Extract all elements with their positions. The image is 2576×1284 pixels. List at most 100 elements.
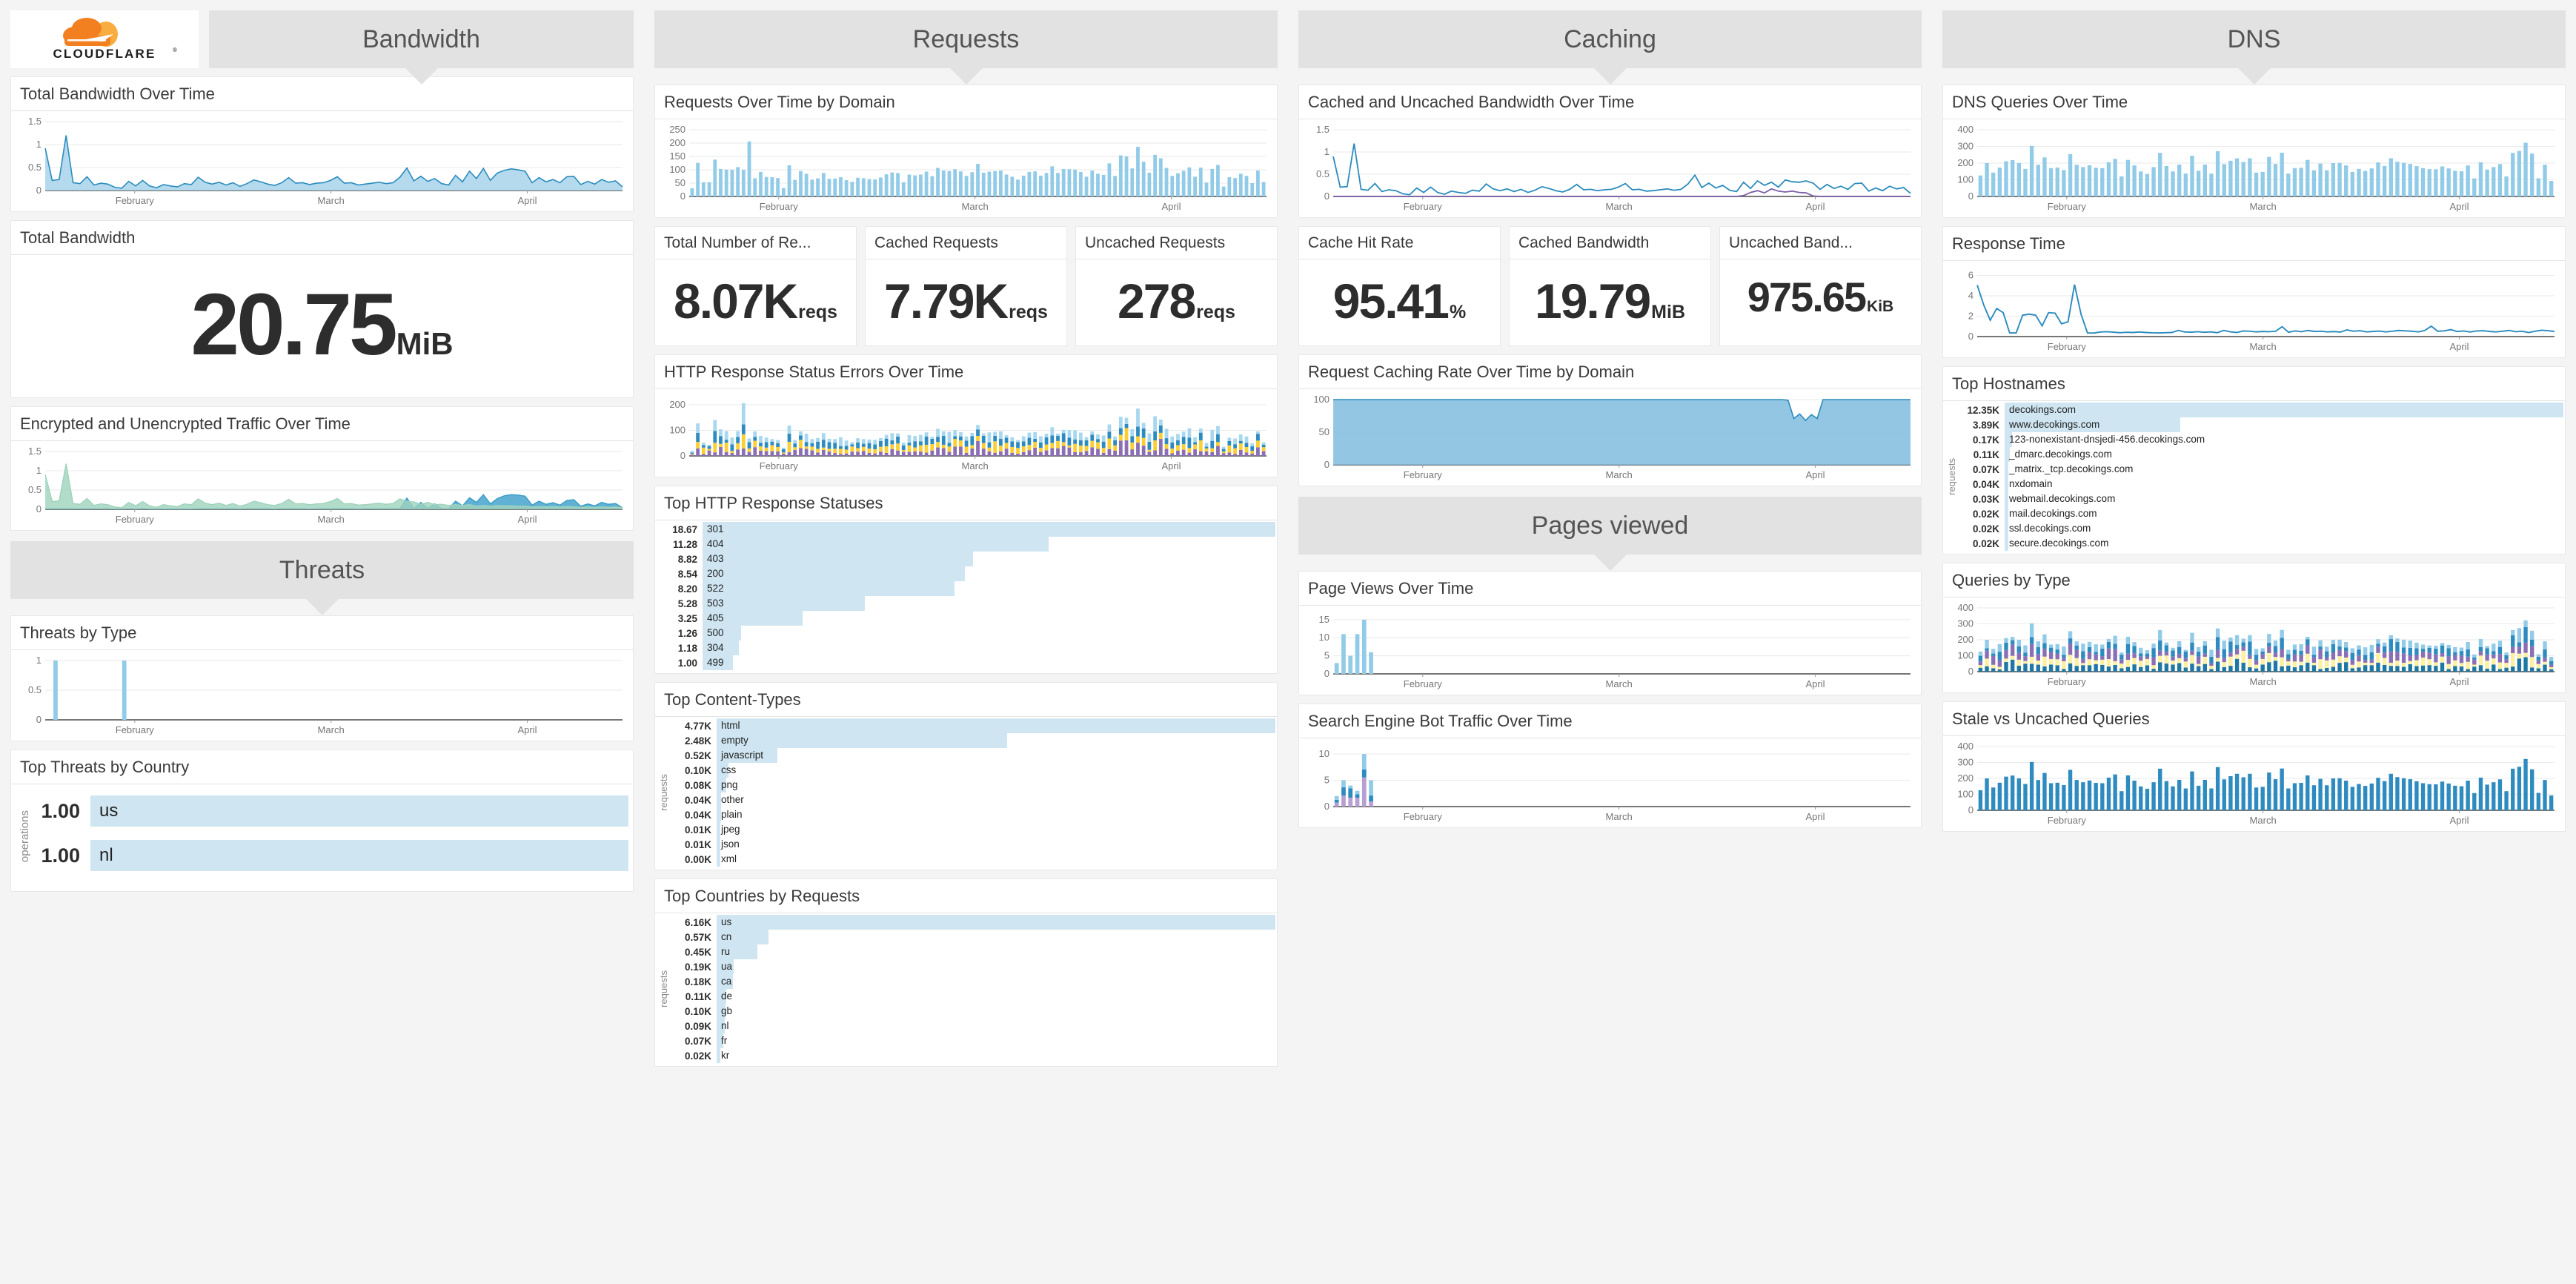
panel-top-http-statuses[interactable]: Top HTTP Response Statuses 18.67 301 11.28… [654, 486, 1278, 674]
list-item[interactable]: 4.77K html [671, 718, 1275, 733]
metric-card-uncached-bandwidth[interactable]: Uncached Band... 975.65 KiB [1719, 226, 1922, 346]
list-item[interactable]: 0.11K _dmarc.decokings.com [1959, 447, 2563, 462]
panel-top-content-types[interactable]: Top Content-Types requests 4.77K html 2.48… [654, 682, 1278, 870]
list-item-label: 503 [707, 598, 724, 609]
list-item[interactable]: 0.07K _matrix._tcp.decokings.com [1959, 462, 2563, 477]
list-item[interactable]: 0.02K secure.decokings.com [1959, 536, 2563, 551]
metric-value-total-requests: 8.07K reqs [655, 259, 856, 345]
list-item-bar-track: fr [717, 1033, 1275, 1048]
list-item[interactable]: 1.00 nl [34, 836, 628, 875]
list-item[interactable]: 0.04K other [671, 792, 1275, 807]
panel-top-countries[interactable]: Top Countries by Requests requests 6.16K… [654, 878, 1278, 1067]
panel-threats-by-type[interactable]: Threats by Type 0 0.5 1 February March April [10, 615, 634, 741]
list-item[interactable]: 5.28 503 [657, 596, 1275, 611]
list-item[interactable]: 18.67 301 [657, 522, 1275, 537]
list-item[interactable]: 8.20 522 [657, 581, 1275, 596]
list-item[interactable]: 0.18K ca [671, 974, 1275, 989]
metric-card-cached-requests[interactable]: Cached Requests 7.79K reqs [865, 226, 1067, 346]
list-item[interactable]: 0.04K nxdomain [1959, 477, 2563, 492]
list-item[interactable]: 1.18 304 [657, 641, 1275, 655]
list-item[interactable]: 0.08K png [671, 778, 1275, 792]
list-item-value: 2.48K [684, 735, 711, 747]
list-item[interactable]: 0.02K ssl.decokings.com [1959, 521, 2563, 536]
list-item[interactable]: 0.02K kr [671, 1048, 1275, 1063]
list-item[interactable]: 2.48K empty [671, 733, 1275, 748]
panel-queries-by-type[interactable]: Queries by Type 0 100 200 300 400 February Mar… [1942, 563, 2566, 693]
svg-text:400: 400 [1957, 124, 1974, 135]
list-item-label: nxdomain [2009, 478, 2053, 489]
panel-page-views-over-time[interactable]: Page Views Over Time 0 5 10 15 February March… [1298, 571, 1922, 695]
metric-card-cached-bandwidth[interactable]: Cached Bandwidth 19.79 MiB [1509, 226, 1711, 346]
panel-title-top-countries: Top Countries by Requests [655, 879, 1277, 913]
list-item-label: de [721, 990, 733, 1002]
metrics-caching: Cache Hit Rate 95.41 % Cached Bandwidth … [1298, 226, 1922, 346]
list-item-value: 0.02K [1972, 508, 1999, 520]
list-item[interactable]: 8.82 403 [657, 552, 1275, 566]
metric-total-bandwidth-unit: MiB [396, 326, 454, 361]
panel-stale-vs-uncached[interactable]: Stale vs Uncached Queries 0 100 200 300 400 F… [1942, 701, 2566, 832]
list-item[interactable]: 0.52K javascript [671, 748, 1275, 763]
list-item[interactable]: 3.89K www.decokings.com [1959, 417, 2563, 432]
list-item[interactable]: 0.02K mail.decokings.com [1959, 506, 2563, 521]
list-item[interactable]: 0.01K jpeg [671, 822, 1275, 837]
list-item[interactable]: 0.19K ua [671, 959, 1275, 974]
list-item-label: nl [721, 1020, 729, 1031]
panel-title-page-views-over-time: Page Views Over Time [1299, 572, 1921, 606]
list-item[interactable]: 3.25 405 [657, 611, 1275, 626]
list-item[interactable]: 0.04K plain [671, 807, 1275, 822]
list-item[interactable]: 0.17K 123-nonexistant-dnsjedi-456.decokin… [1959, 432, 2563, 447]
list-item[interactable]: 1.26 500 [657, 626, 1275, 641]
list-item-bar [717, 733, 1008, 748]
list-item-value: 0.07K [1972, 463, 1999, 475]
banner-arrow-dns [2237, 68, 2271, 85]
metric-card-cache-hit-rate[interactable]: Cache Hit Rate 95.41 % [1298, 226, 1501, 346]
panel-total-bandwidth[interactable]: Total Bandwidth 20.75 MiB [10, 220, 634, 398]
list-item-value: 11.28 [672, 538, 697, 550]
svg-text:200: 200 [1957, 634, 1974, 645]
panel-top-hostnames[interactable]: Top Hostnames requests 12.35K decokings.c… [1942, 366, 2566, 555]
list-item[interactable]: 0.03K webmail.decokings.com [1959, 492, 2563, 506]
panel-http-errors-over-time[interactable]: HTTP Response Status Errors Over Time 0 1… [654, 354, 1278, 477]
svg-text:6: 6 [1968, 270, 1974, 281]
svg-text:February: February [1404, 678, 1443, 689]
list-item[interactable]: 8.54 200 [657, 566, 1275, 581]
svg-text:10: 10 [1319, 748, 1330, 759]
area-chart-request-caching-rate: 0 50 100 February March April [1313, 394, 1911, 480]
list-item[interactable]: 0.11K de [671, 989, 1275, 1004]
list-item[interactable]: 0.09K nl [671, 1019, 1275, 1033]
panel-requests-over-time[interactable]: Requests Over Time by Domain 0 50 100 150 20… [654, 85, 1278, 218]
list-item[interactable]: 12.35K decokings.com [1959, 403, 2563, 417]
panel-encrypted-traffic[interactable]: Encrypted and Unencrypted Traffic Over T… [10, 406, 634, 531]
panel-response-time[interactable]: Response Time 0 2 4 6 February March April [1942, 226, 2566, 358]
svg-text:February: February [1404, 469, 1443, 480]
list-item[interactable]: 0.00K xml [671, 852, 1275, 867]
list-item[interactable]: 0.10K gb [671, 1004, 1275, 1019]
list-item[interactable]: 6.16K us [671, 915, 1275, 930]
list-item-bar-track: 405 [703, 611, 1275, 626]
panel-total-bandwidth-over-time[interactable]: Total Bandwidth Over Time 0 0.5 1 1.5 Februa… [10, 76, 634, 212]
list-item[interactable]: 0.57K cn [671, 930, 1275, 944]
metric-card-uncached-requests[interactable]: Uncached Requests 278 reqs [1075, 226, 1278, 346]
list-item-bar [717, 852, 720, 867]
panel-request-caching-rate[interactable]: Request Caching Rate Over Time by Domain… [1298, 354, 1922, 486]
panel-dns-queries-over-time[interactable]: DNS Queries Over Time 0 100 200 300 400 Febru… [1942, 85, 2566, 218]
svg-text:March: March [962, 460, 989, 471]
panel-bot-traffic-over-time[interactable]: Search Engine Bot Traffic Over Time 0 5 10… [1298, 704, 1922, 828]
section-banner-requests: Requests [654, 10, 1278, 68]
svg-text:200: 200 [669, 137, 686, 148]
panel-cached-uncached-bandwidth[interactable]: Cached and Uncached Bandwidth Over Time … [1298, 85, 1922, 218]
metric-value-uncached-requests: 278 reqs [1076, 259, 1277, 345]
list-item[interactable]: 1.00 us [34, 792, 628, 830]
list-item[interactable]: 0.45K ru [671, 944, 1275, 959]
svg-text:200: 200 [1957, 772, 1974, 784]
list-item[interactable]: 0.01K json [671, 837, 1275, 852]
metric-title-cached-bandwidth: Cached Bandwidth [1510, 227, 1710, 259]
metric-card-total-requests[interactable]: Total Number of Re... 8.07K reqs [654, 226, 857, 346]
list-item-value: 1.00 [41, 799, 80, 822]
list-item[interactable]: 0.10K css [671, 763, 1275, 778]
panel-title-total-bandwidth: Total Bandwidth [11, 221, 633, 255]
panel-top-threats-by-country[interactable]: Top Threats by Country operations 1.00 us… [10, 749, 634, 892]
list-item[interactable]: 11.28 404 [657, 537, 1275, 552]
list-item[interactable]: 1.00 499 [657, 655, 1275, 670]
list-item[interactable]: 0.07K fr [671, 1033, 1275, 1048]
